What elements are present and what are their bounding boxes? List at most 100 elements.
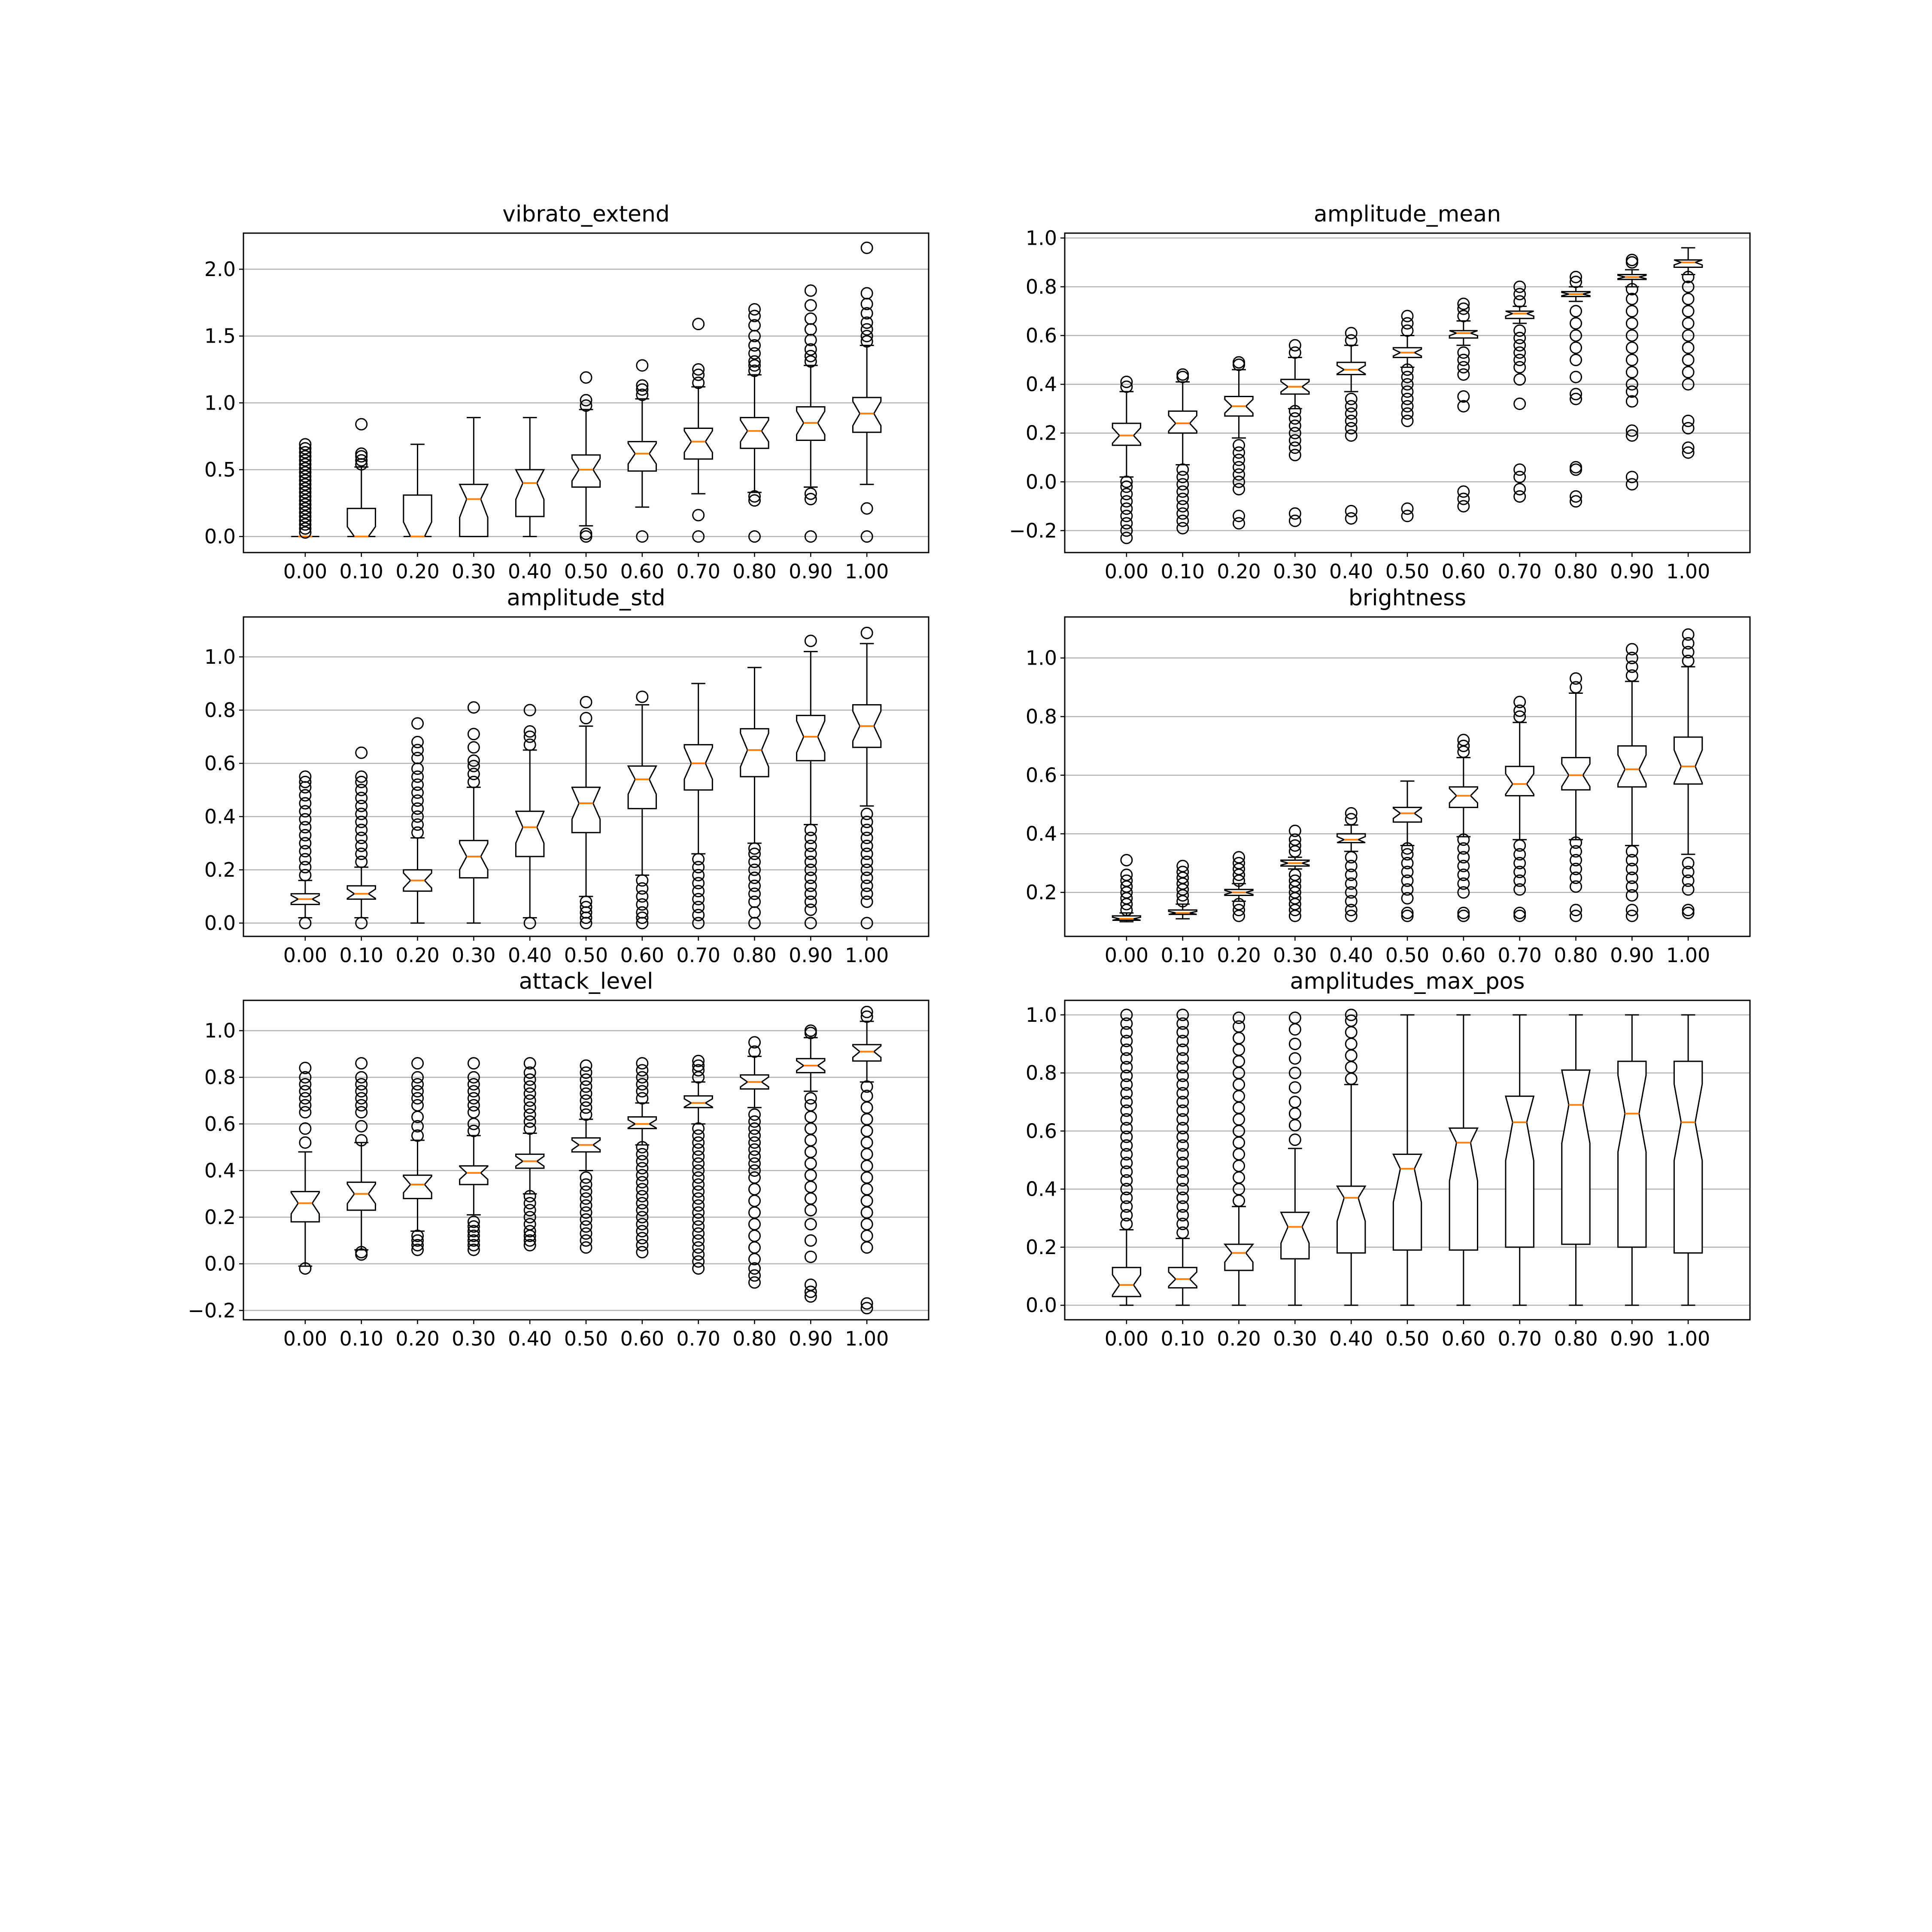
flier-point — [1288, 507, 1301, 520]
flier-point — [748, 879, 761, 892]
flier-point — [580, 1199, 592, 1212]
flier-point — [636, 1204, 649, 1217]
x-tick-label: 0.00 — [1105, 560, 1148, 583]
flier-point — [804, 1279, 817, 1291]
flier-point — [1457, 492, 1470, 505]
flier-point — [355, 1085, 368, 1098]
box-0.80 — [740, 1036, 769, 1289]
flier-point — [860, 330, 873, 343]
flier-point — [1288, 419, 1301, 432]
x-tick-label: 0.60 — [620, 944, 664, 967]
flier-point — [636, 1078, 649, 1091]
flier-point — [523, 917, 536, 930]
flier-point — [299, 514, 312, 527]
flier-point — [467, 1092, 480, 1105]
box-body — [1561, 1069, 1591, 1245]
flier-point — [411, 810, 424, 823]
flier-point — [523, 1190, 536, 1203]
box-body — [852, 1044, 882, 1062]
y-tick-label: 1.0 — [1026, 226, 1057, 249]
flier-point — [523, 730, 536, 743]
flier-point — [748, 1171, 761, 1184]
flier-point — [1288, 833, 1301, 846]
box-body — [852, 397, 882, 433]
box-body — [1223, 1243, 1255, 1271]
flier-point — [1288, 405, 1301, 418]
flier-point — [1120, 1052, 1133, 1065]
flier-point — [1345, 1009, 1358, 1021]
box-0.60 — [627, 690, 658, 930]
flier-point — [299, 522, 312, 535]
flier-point — [860, 1090, 873, 1103]
flier-point — [748, 872, 761, 884]
flier-point — [580, 394, 592, 407]
box-body — [1448, 1127, 1479, 1251]
box-body — [1505, 766, 1534, 796]
flier-point — [636, 1092, 649, 1105]
y-tick-label: 0.4 — [204, 1159, 236, 1182]
flier-point — [748, 339, 761, 352]
flier-point — [1457, 833, 1470, 846]
flier-point — [804, 1024, 817, 1037]
flier-point — [748, 855, 761, 868]
flier-point — [692, 377, 705, 389]
box-0.10 — [1168, 1009, 1197, 1306]
flier-point — [1625, 366, 1638, 379]
box-body — [1336, 1185, 1367, 1254]
box-body — [1168, 1267, 1197, 1289]
panel-amplitude-std: amplitude_std 0.0 0.2 0.4 0.6 0.8 1.0 0.00 0.10… — [204, 585, 930, 967]
flier-point — [860, 879, 873, 892]
flier-point — [692, 1199, 705, 1212]
flier-point — [636, 1239, 649, 1252]
box-0.30 — [1280, 339, 1310, 527]
flier-point — [580, 1234, 592, 1247]
flier-point — [1233, 1020, 1245, 1033]
flier-point — [1457, 842, 1470, 855]
flier-point — [692, 1192, 705, 1205]
flier-point — [1513, 346, 1526, 359]
flier-point — [860, 848, 873, 860]
flier-point — [1569, 904, 1582, 917]
flier-point — [1345, 429, 1358, 442]
flier-point — [804, 492, 817, 505]
flier-point — [1288, 514, 1301, 527]
flier-point — [1176, 866, 1189, 878]
flier-point — [1288, 824, 1301, 837]
flier-point — [1120, 1035, 1133, 1048]
flier-point — [804, 487, 817, 500]
flier-point — [1682, 883, 1695, 896]
flier-point — [467, 768, 480, 781]
flier-point — [1682, 628, 1695, 641]
x-tick-label: 1.00 — [845, 1327, 889, 1350]
flier-point — [1288, 449, 1301, 462]
flier-point — [1120, 380, 1133, 393]
flier-point — [411, 1092, 424, 1105]
flier-point — [636, 1057, 649, 1070]
flier-point — [860, 335, 873, 348]
flier-point — [1345, 400, 1358, 413]
box-body — [1112, 422, 1142, 446]
flier-point — [692, 1157, 705, 1170]
flier-point — [748, 303, 761, 316]
flier-point — [1457, 869, 1470, 881]
flier-point — [1682, 280, 1695, 293]
flier-point — [1120, 874, 1133, 887]
box-0.80 — [740, 303, 769, 543]
flier-point — [1625, 889, 1638, 902]
box-body — [459, 483, 489, 538]
flier-point — [1176, 507, 1189, 520]
flier-point — [860, 815, 873, 828]
flier-point — [355, 1246, 368, 1259]
flier-point — [692, 877, 705, 890]
flier-point — [355, 823, 368, 836]
flier-point — [1345, 327, 1358, 340]
flier-point — [299, 789, 312, 802]
flier-point — [1176, 478, 1189, 491]
flier-point — [299, 837, 312, 850]
box-0.20 — [1224, 851, 1254, 922]
flier-point — [1233, 510, 1245, 522]
flier-point — [1513, 839, 1526, 852]
flier-point — [523, 1087, 536, 1100]
flier-point — [355, 799, 368, 812]
flier-point — [1682, 441, 1695, 454]
